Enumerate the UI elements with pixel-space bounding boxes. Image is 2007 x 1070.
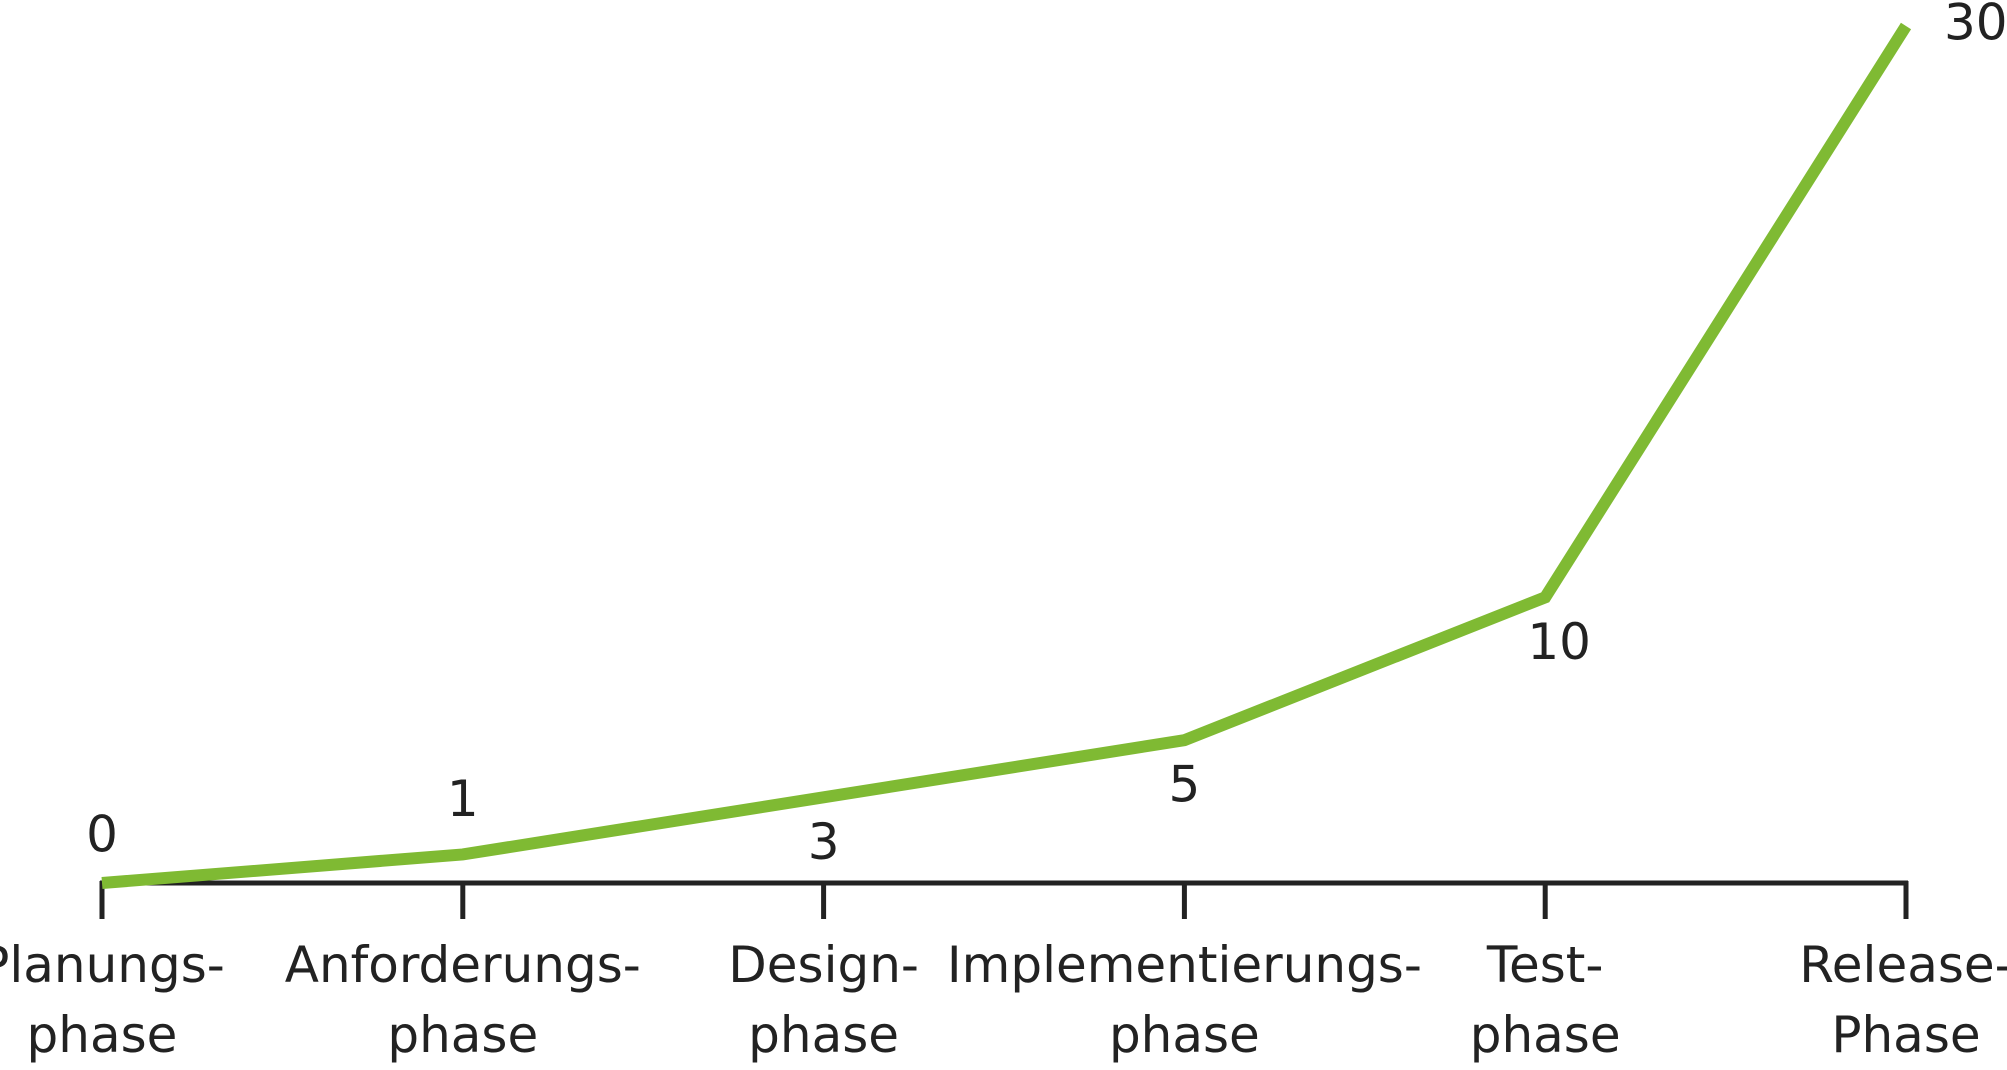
x-tick-label: Planungs- phase [0, 936, 225, 1064]
value-label: 3 [808, 813, 840, 871]
x-tick-label: Release- Phase [1799, 936, 2007, 1064]
value-label: 0 [86, 806, 118, 864]
x-tick-label: Implementierungs- phase [946, 936, 1422, 1064]
value-label: 10 [1527, 613, 1591, 671]
x-tick-label: Design- phase [728, 936, 919, 1064]
value-label: 1 [447, 770, 479, 828]
x-tick-label: Anforderungs- phase [284, 936, 641, 1064]
data-line [101, 22, 1912, 889]
value-label: 30 [1944, 0, 2007, 52]
x-tick-label: Test- phase [1469, 936, 1621, 1064]
value-label: 5 [1168, 756, 1200, 814]
